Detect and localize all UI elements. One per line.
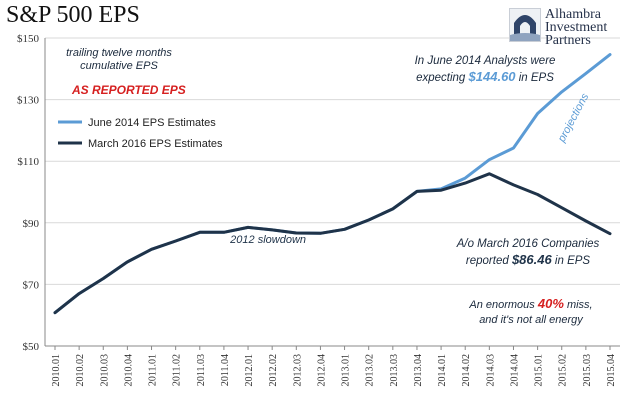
logo-mark [509,8,541,42]
june-value: $144.60 [468,69,516,84]
x-tick-label: 2014.02 [461,354,472,387]
x-tick-label: 2013.02 [365,354,376,387]
x-tick-label: 2011.01 [148,354,159,386]
june-annotation-line1: In June 2014 Analysts were [414,55,556,67]
y-axis: $50 $70 $90 $110 $130 $150 [17,33,46,353]
legend: June 2014 EPS Estimates March 2016 EPS Es… [58,117,223,150]
x-tick-label: 2015.04 [606,354,617,387]
x-tick-label: 2012.02 [268,354,279,387]
subtitle: trailing twelve months cumulative EPS [64,47,174,73]
subtitle-text: trailing twelve months cumulative EPS [66,47,172,72]
x-tick-label: 2012.03 [292,354,303,387]
x-tick-label: 2012.01 [244,354,255,387]
x-tick-label: 2014.04 [509,354,520,387]
logo-text: Alhambra Investment Partners [545,7,608,48]
y-tick-label: $110 [17,156,39,168]
series-lines [53,53,612,315]
y-tick-label: $150 [17,33,40,45]
logo-line3: Partners [545,33,591,48]
x-tick-label: 2010.01 [51,354,62,387]
june-annotation-line2: expecting $144.60 in EPS [416,69,554,84]
x-tick-label: 2012.04 [316,354,327,387]
y-tick-label: $90 [23,218,40,230]
x-tick-label: 2013.03 [389,354,400,387]
x-tick-label: 2010.04 [123,354,134,387]
chart-title: S&P 500 EPS [6,2,140,28]
x-tick-label: 2011.04 [220,354,231,386]
march-annotation-line2: reported $86.46 in EPS [465,252,591,267]
x-tick-label: 2015.01 [534,354,545,387]
logo-line2: Investment [545,20,608,35]
march-annotation-line1: A/o March 2016 Companies [456,238,600,250]
series-line-2 [53,172,612,315]
legend-label-2: March 2016 EPS Estimates [88,138,223,150]
x-tick-label: 2014.03 [485,354,496,387]
x-tick-label: 2015.02 [558,354,569,387]
y-tick-label: $70 [23,279,40,291]
march-value: $86.46 [511,252,552,267]
y-tick-label: $130 [17,95,40,107]
x-axis: 2010.01 2010.02 2010.03 2010.04 2011.01 2011.… [45,345,620,387]
logo-line1: Alhambra [545,7,601,22]
x-tick-label: 2013.01 [341,354,352,387]
miss-value: 40% [537,296,564,311]
logo-mark-icon [510,9,540,41]
x-tick-label: 2011.03 [196,354,207,386]
x-tick-label: 2015.03 [582,354,593,387]
miss-annotation-line2: and it's not all energy [479,314,583,326]
june-annotation: In June 2014 Analysts were expecting $14… [400,53,570,86]
x-tick-label: 2013.04 [413,354,424,387]
alhambra-logo: Alhambra Investment Partners [509,8,635,50]
x-tick-label: 2014.01 [437,354,448,387]
x-tick-label: 2010.02 [75,354,86,387]
miss-annotation: An enormous 40% miss, and it's not all e… [456,296,606,328]
legend-label-1: June 2014 EPS Estimates [88,117,216,129]
as-reported-tag: AS REPORTED EPS [72,83,186,97]
x-tick-label: 2011.02 [172,354,183,386]
slowdown-annotation: 2012 slowdown [229,234,306,246]
miss-annotation-line1: An enormous 40% miss, [469,296,593,311]
y-tick-label: $50 [23,341,40,353]
x-tick-label: 2010.03 [99,354,110,387]
march-annotation: A/o March 2016 Companies reported $86.46… [448,236,608,269]
